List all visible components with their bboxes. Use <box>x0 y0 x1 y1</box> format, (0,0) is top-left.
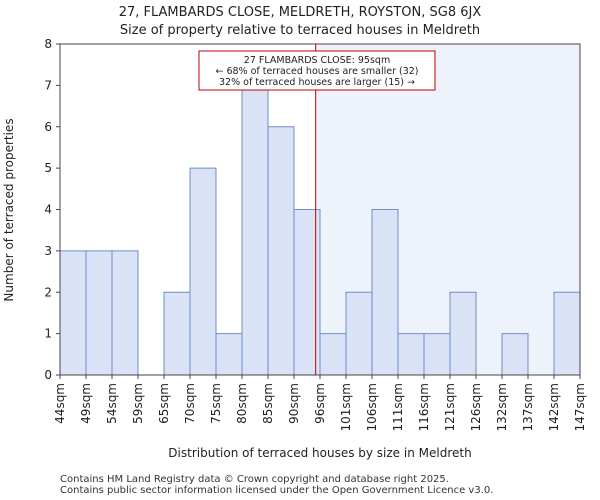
footer-line-1: Contains HM Land Registry data © Crown c… <box>60 474 449 485</box>
y-tick-label-0: 0 <box>44 368 52 382</box>
x-tick-label-75sqm: 75sqm <box>209 383 223 424</box>
footer: Contains HM Land Registry data © Crown c… <box>60 474 493 496</box>
x-tick-label-90sqm: 90sqm <box>287 383 301 424</box>
x-tick-label-49sqm: 49sqm <box>79 383 93 424</box>
x-tick-label-111sqm: 111sqm <box>391 383 405 431</box>
annotation-line-2: ← 68% of terraced houses are smaller (32… <box>215 66 418 77</box>
chart-title-block: 27, FLAMBARDS CLOSE, MELDRETH, ROYSTON, … <box>0 4 600 40</box>
bar-116sqm <box>423 333 451 376</box>
y-tick-label-4: 4 <box>44 203 52 217</box>
x-tick-label-126sqm: 126sqm <box>469 383 483 431</box>
bar-111sqm <box>397 333 425 376</box>
chart-title: 27, FLAMBARDS CLOSE, MELDRETH, ROYSTON, … <box>118 5 482 20</box>
bar-65sqm <box>163 291 191 376</box>
x-tick-label-101sqm: 101sqm <box>339 383 353 431</box>
bar-49sqm <box>85 250 113 376</box>
x-tick-label-121sqm: 121sqm <box>443 383 457 431</box>
y-tick-label-3: 3 <box>44 244 52 258</box>
y-tick-label-8: 8 <box>44 37 52 51</box>
x-tick-label-132sqm: 132sqm <box>495 383 509 431</box>
bar-132sqm <box>501 333 529 376</box>
bar-142sqm <box>553 291 581 376</box>
bar-75sqm <box>215 333 243 376</box>
bar-106sqm <box>371 209 399 376</box>
annotation-line-3: 32% of terraced houses are larger (15) → <box>219 77 415 88</box>
x-tick-label-147sqm: 147sqm <box>573 383 587 431</box>
x-axis-label: Distribution of terraced houses by size … <box>168 446 471 460</box>
y-tick-label-7: 7 <box>44 78 52 92</box>
y-axis-label: Number of terraced properties <box>2 118 16 301</box>
x-tick-label-142sqm: 142sqm <box>547 383 561 431</box>
x-tick-label-85sqm: 85sqm <box>261 383 275 424</box>
chart-subtitle: Size of property relative to terraced ho… <box>119 23 481 38</box>
bar-96sqm <box>319 333 347 376</box>
x-tick-label-70sqm: 70sqm <box>183 383 197 424</box>
x-tick-label-96sqm: 96sqm <box>313 383 327 424</box>
x-tick-label-54sqm: 54sqm <box>105 383 119 424</box>
y-tick-label-1: 1 <box>44 327 52 341</box>
annotation-line-1: 27 FLAMBARDS CLOSE: 95sqm <box>244 55 390 66</box>
x-tick-label-59sqm: 59sqm <box>131 383 145 424</box>
bar-121sqm <box>449 291 477 376</box>
y-tick-label-5: 5 <box>44 161 52 175</box>
x-tick-label-116sqm: 116sqm <box>417 383 431 431</box>
footer-line-2: Contains public sector information licen… <box>60 485 494 496</box>
x-tick-label-80sqm: 80sqm <box>235 383 249 424</box>
x-tick-label-106sqm: 106sqm <box>365 383 379 431</box>
x-tick-label-44sqm: 44sqm <box>53 383 67 424</box>
x-tick-label-137sqm: 137sqm <box>521 383 535 431</box>
bar-70sqm <box>189 167 217 376</box>
bar-85sqm <box>267 126 295 376</box>
bar-101sqm <box>345 291 373 376</box>
bar-80sqm <box>241 84 269 376</box>
y-tick-label-6: 6 <box>44 120 52 134</box>
bar-54sqm <box>111 250 139 376</box>
bar-44sqm <box>59 250 87 376</box>
annotation-box <box>198 50 436 91</box>
x-tick-label-65sqm: 65sqm <box>157 383 171 424</box>
y-tick-label-2: 2 <box>44 285 52 299</box>
